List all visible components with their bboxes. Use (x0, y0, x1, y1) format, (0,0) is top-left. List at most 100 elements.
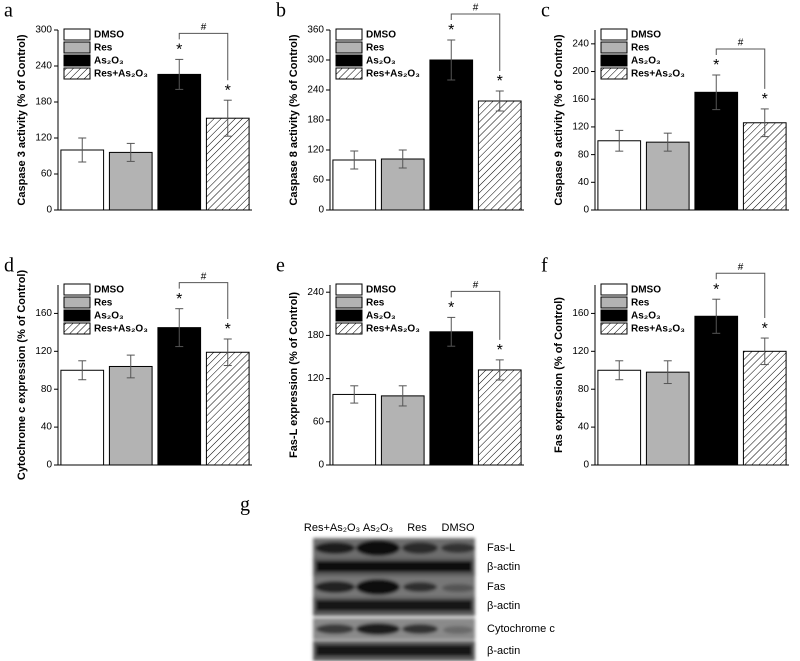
bar (645, 371, 690, 466)
legend-label: DMSO (631, 285, 661, 296)
legend-label: As₂O₃ (631, 56, 661, 67)
bar (332, 159, 377, 211)
legend-swatch (335, 67, 363, 80)
y-tick-label: 40 (578, 422, 590, 433)
legend-label: As₂O₃ (366, 311, 396, 322)
significance-bracket (450, 13, 501, 71)
legend-label: Res (94, 43, 113, 54)
bracket-label: # (738, 38, 744, 49)
y-tick-label: 80 (578, 149, 590, 160)
y-tick-label: 40 (41, 422, 53, 433)
y-axis-label: Cytochrome c expression (% of Control) (16, 270, 28, 481)
y-tick-label: 120 (307, 373, 324, 384)
legend-swatch (600, 54, 628, 67)
legend-label: DMSO (366, 285, 396, 296)
y-tick-label: 300 (35, 25, 52, 36)
panel-letter: d (4, 255, 14, 277)
panel-letter: c (541, 0, 550, 22)
bar (108, 365, 153, 466)
y-tick-label: 120 (35, 346, 52, 357)
panel-letter: g (240, 494, 250, 516)
legend-swatch (63, 41, 91, 54)
legend-label: DMSO (366, 30, 396, 41)
panel-letter: b (276, 0, 286, 22)
legend-swatch (335, 322, 363, 335)
legend-swatch (63, 54, 91, 67)
bar (694, 315, 739, 466)
legend-swatch (63, 296, 91, 309)
legend-swatch (63, 322, 91, 335)
y-tick-label: 240 (572, 38, 589, 49)
legend-swatch (600, 309, 628, 322)
significance-star: * (762, 320, 768, 337)
significance-star: * (713, 281, 719, 298)
y-tick-label: 60 (313, 416, 325, 427)
y-tick-label: 160 (572, 308, 589, 319)
bar (597, 140, 642, 211)
legend-label: As₂O₃ (94, 56, 124, 67)
legend-label: Res+As₂O₃ (631, 69, 685, 80)
legend-label: Res+As₂O₃ (631, 324, 685, 335)
legend-swatch (335, 283, 363, 296)
bar (157, 327, 202, 466)
significance-bracket (715, 48, 766, 89)
significance-star: * (497, 73, 503, 90)
y-tick-label: 120 (572, 122, 589, 133)
legend-swatch (600, 296, 628, 309)
y-tick-label: 0 (318, 205, 324, 216)
y-tick-label: 360 (307, 25, 324, 36)
y-axis-label: Caspase 8 activity (% of Control) (288, 34, 300, 205)
band-label: β-actin (487, 561, 520, 573)
significance-star: * (176, 291, 182, 308)
bracket-label: # (201, 271, 207, 282)
legend-swatch (335, 296, 363, 309)
significance-bracket (715, 272, 766, 319)
legend-swatch (335, 28, 363, 41)
legend-swatch (600, 41, 628, 54)
significance-star: * (448, 300, 454, 317)
legend-label: As₂O₃ (366, 56, 396, 67)
legend-swatch (63, 309, 91, 322)
chart-panel: e Fas-L expression (% of Control) 0 60 120 18… (276, 255, 524, 471)
legend-swatch (63, 67, 91, 80)
legend-label: Res (366, 298, 385, 309)
legend-label: Res (631, 43, 650, 54)
blot-panel: g Res+As₂O₃ As₂O₃ Res DMSO Fas-L β-actin… (240, 494, 555, 661)
significance-star: * (762, 91, 768, 108)
chart-panel: f Fas expression (% of Control) 0 40 80 120 16… (541, 255, 789, 471)
significance-star: * (176, 42, 182, 59)
lane-label: Res (407, 522, 427, 534)
legend-label: As₂O₃ (631, 311, 661, 322)
legend-swatch (335, 41, 363, 54)
y-tick-label: 60 (313, 175, 325, 186)
bar (645, 141, 690, 211)
bar (108, 151, 153, 211)
band-label: Cytochrome c (487, 623, 555, 635)
bracket-label: # (473, 280, 479, 291)
bar (429, 331, 474, 466)
legend-label: As₂O₃ (94, 311, 124, 322)
significance-star: * (497, 342, 503, 359)
y-axis-label: Fas-L expression (% of Control) (288, 292, 300, 458)
y-tick-label: 0 (46, 205, 52, 216)
legend-swatch (63, 283, 91, 296)
lane-label: As₂O₃ (363, 522, 393, 534)
y-tick-label: 240 (307, 85, 324, 96)
legend-label: DMSO (94, 285, 124, 296)
legend-label: Res (631, 298, 650, 309)
legend-swatch (600, 322, 628, 335)
panel-letter: f (541, 255, 548, 277)
y-tick-label: 120 (572, 346, 589, 357)
y-tick-label: 40 (578, 177, 590, 188)
legend-label: Res+As₂O₃ (366, 69, 420, 80)
significance-bracket (178, 32, 229, 81)
panel-letter: e (276, 255, 285, 277)
lane-label: DMSO (442, 522, 475, 534)
legend-swatch (63, 28, 91, 41)
legend-label: Res+As₂O₃ (366, 324, 420, 335)
legend-swatch (600, 28, 628, 41)
legend-label: DMSO (631, 30, 661, 41)
